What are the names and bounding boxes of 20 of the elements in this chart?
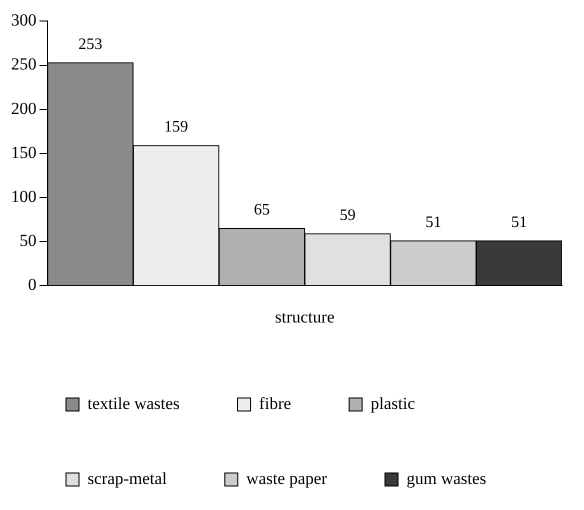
legend-label: scrap-metal [88, 468, 168, 488]
data-label: 51 [425, 214, 442, 231]
legend-label: textile wastes [88, 394, 180, 413]
legend-label: plastic [370, 394, 416, 413]
y-tick-label: 50 [20, 231, 36, 250]
data-label: 159 [164, 118, 188, 136]
data-label: 253 [78, 36, 102, 53]
data-label: 51 [511, 214, 528, 231]
data-label: 59 [340, 206, 356, 224]
y-tick-label: 200 [11, 98, 36, 118]
data-label: 65 [254, 202, 270, 219]
y-tick-label: 100 [11, 186, 36, 206]
x-axis-title: structure [275, 307, 334, 326]
legend-label: waste paper [246, 468, 328, 488]
y-tick-label: 0 [28, 275, 36, 294]
y-tick-label: 300 [11, 10, 36, 30]
y-tick-label: 150 [11, 142, 36, 162]
y-tick-label: 250 [11, 54, 36, 74]
legend-label: gum wastes [406, 468, 486, 488]
legend-label: fibre [259, 394, 292, 413]
